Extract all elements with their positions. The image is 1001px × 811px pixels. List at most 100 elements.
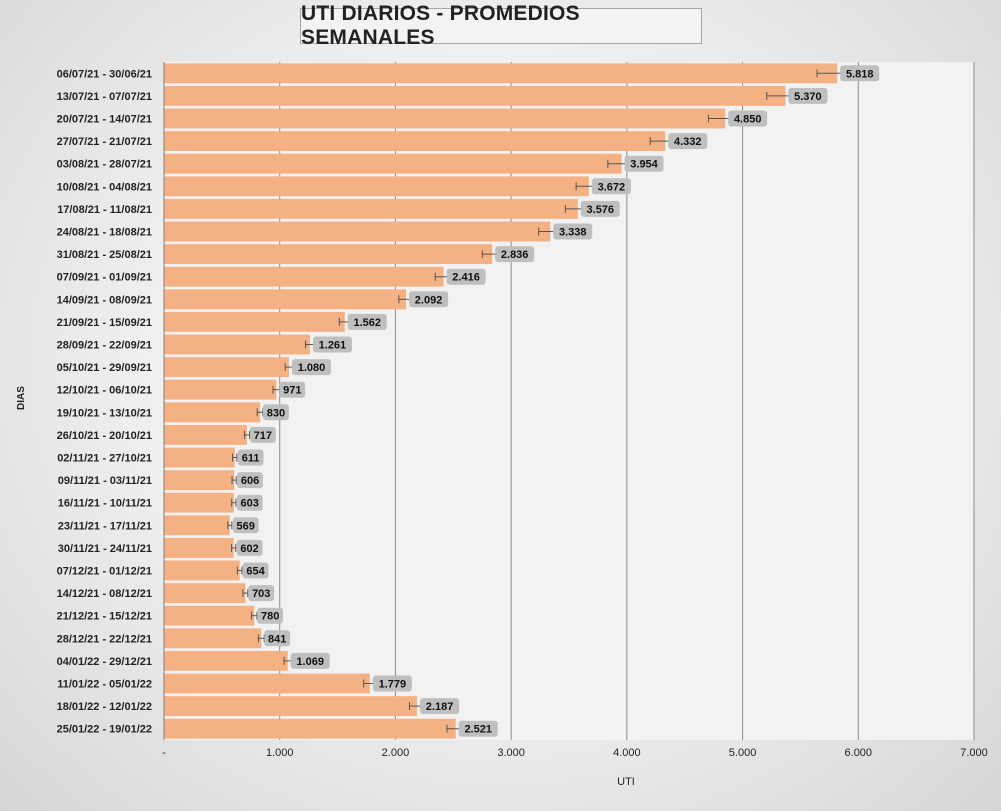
data-label-box xyxy=(249,426,276,443)
bar xyxy=(164,673,370,694)
data-label-box xyxy=(788,87,828,104)
bar xyxy=(164,266,444,287)
x-tick-label: 7.000 xyxy=(960,747,988,759)
data-label-box xyxy=(264,630,291,647)
category-label: 20/07/21 - 14/07/21 xyxy=(57,114,152,126)
bar xyxy=(164,176,589,197)
category-label: 27/07/21 - 21/07/21 xyxy=(57,136,152,148)
data-label-box xyxy=(237,449,264,466)
data-label: 5.818 xyxy=(846,68,874,80)
bar xyxy=(164,583,246,604)
data-label: 971 xyxy=(283,385,301,397)
data-label: 780 xyxy=(261,611,279,623)
plot-area xyxy=(164,62,974,740)
data-label-box xyxy=(242,562,269,579)
data-label: 2.521 xyxy=(464,724,492,736)
data-label-box xyxy=(591,178,631,195)
data-label: 717 xyxy=(254,430,272,442)
x-tick-label: 1.000 xyxy=(266,747,294,759)
category-label: 03/08/21 - 28/07/21 xyxy=(57,159,152,171)
data-label: 3.576 xyxy=(587,204,615,216)
category-label: 12/10/21 - 06/10/21 xyxy=(57,385,152,397)
data-label: 3.672 xyxy=(598,181,626,193)
category-label: 28/09/21 - 22/09/21 xyxy=(57,340,152,352)
data-label: 3.338 xyxy=(559,227,587,239)
data-label: 569 xyxy=(237,520,255,532)
bar xyxy=(164,447,235,468)
data-label-box xyxy=(580,200,620,217)
bar xyxy=(164,402,261,423)
category-label: 11/01/22 - 05/01/22 xyxy=(57,679,152,691)
category-label: 28/12/21 - 22/12/21 xyxy=(57,633,152,645)
bar xyxy=(164,696,418,717)
category-label: 17/08/21 - 11/08/21 xyxy=(57,204,152,216)
bar xyxy=(164,650,288,671)
category-label: 18/01/22 - 12/01/22 xyxy=(57,701,152,713)
data-label: 602 xyxy=(240,543,258,555)
bar xyxy=(164,85,786,106)
bar xyxy=(164,492,234,513)
data-label: 1.562 xyxy=(353,317,381,329)
data-label: 4.332 xyxy=(674,136,702,148)
data-label-box xyxy=(236,539,263,556)
data-label: 2.187 xyxy=(426,701,454,713)
bar xyxy=(164,244,493,265)
bar xyxy=(164,198,578,219)
category-labels: 06/07/21 - 30/06/21 13/07/21 - 07/07/21 20… xyxy=(57,68,152,735)
data-label: 1.261 xyxy=(319,340,347,352)
data-label: 2.836 xyxy=(501,249,529,261)
category-label: 09/11/21 - 03/11/21 xyxy=(58,475,152,487)
data-label: 1.069 xyxy=(296,656,324,668)
data-label-box xyxy=(420,698,460,715)
gridlines xyxy=(279,62,975,740)
data-label: 830 xyxy=(267,407,285,419)
x-tick-label: 6.000 xyxy=(845,747,873,759)
data-label-box xyxy=(237,472,263,489)
category-label: 04/01/22 - 29/12/21 xyxy=(57,656,152,668)
bar xyxy=(164,63,838,84)
bar xyxy=(164,605,255,626)
bar xyxy=(164,131,666,152)
bar xyxy=(164,334,310,355)
data-label-box xyxy=(409,291,449,308)
category-label: 19/10/21 - 13/10/21 xyxy=(57,407,152,419)
data-label: 4.850 xyxy=(734,114,762,126)
x-tick-label: - xyxy=(162,747,166,759)
x-tick-label: 2.000 xyxy=(382,747,410,759)
data-label: 606 xyxy=(241,475,259,487)
data-label-box xyxy=(347,313,387,330)
data-label: 5.370 xyxy=(794,91,822,103)
data-label: 2.092 xyxy=(415,294,443,306)
data-label: 703 xyxy=(252,588,270,600)
data-label: 2.416 xyxy=(452,272,480,284)
bar xyxy=(164,289,407,310)
bar xyxy=(164,718,456,739)
category-label: 26/10/21 - 20/10/21 xyxy=(57,430,152,442)
bars: 5.818 5.370 4.850 4.332 3.954 3.672 3.5763.338… xyxy=(164,63,880,739)
bar xyxy=(164,311,345,332)
data-label-box xyxy=(495,246,535,263)
data-label-box xyxy=(840,65,880,82)
category-label: 10/08/21 - 04/08/21 xyxy=(57,181,152,193)
data-label-box xyxy=(372,675,412,692)
category-label: 07/12/21 - 01/12/21 xyxy=(57,566,152,578)
bar xyxy=(164,628,262,649)
y-axis-title: DIAS xyxy=(16,386,27,410)
data-label: 603 xyxy=(240,498,258,510)
data-label: 654 xyxy=(246,566,265,578)
data-label-box xyxy=(236,494,263,511)
category-label: 31/08/21 - 25/08/21 xyxy=(57,249,152,261)
bar xyxy=(164,424,247,445)
category-label: 02/11/21 - 27/10/21 xyxy=(57,453,152,465)
category-label: 14/09/21 - 08/09/21 xyxy=(57,294,152,306)
data-label-box xyxy=(668,133,708,150)
data-label-box xyxy=(624,155,664,172)
category-label: 06/07/21 - 30/06/21 xyxy=(57,68,152,80)
data-label-box xyxy=(248,585,275,602)
data-label: 1.080 xyxy=(298,362,326,374)
category-label: 21/12/21 - 15/12/21 xyxy=(57,611,152,623)
bar xyxy=(164,470,235,491)
bar xyxy=(164,221,551,242)
